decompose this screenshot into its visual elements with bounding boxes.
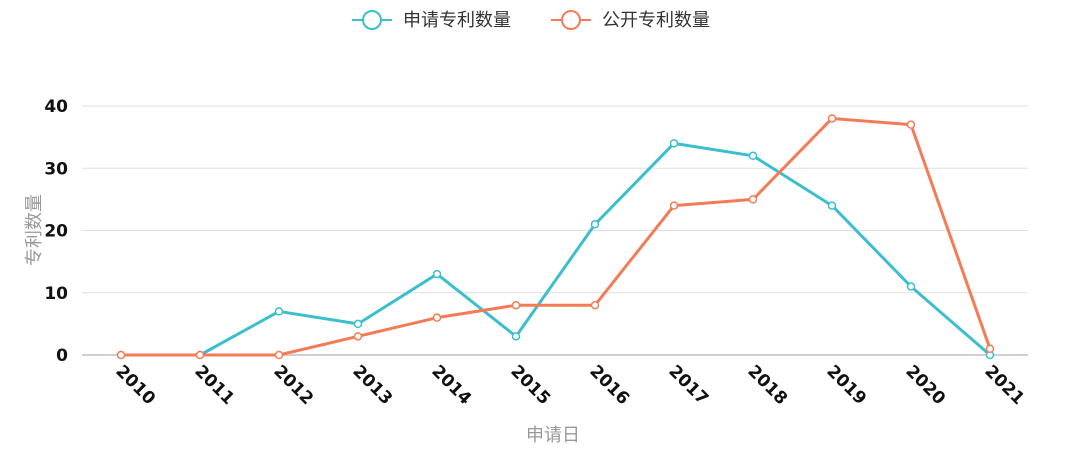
x-axis-ticks: 2010 2011 2012 2013 2014 2015 2016 2017 2018 2019… [111,361,1028,409]
data-point[interactable] [590,220,600,229]
data-point[interactable] [827,114,837,123]
data-point[interactable] [748,151,758,161]
x-tick-label: 2019 [822,361,870,409]
data-point[interactable] [827,201,837,210]
data-point[interactable] [511,332,521,341]
x-tick-label: 2021 [980,361,1028,409]
series-line [121,116,992,357]
data-point[interactable] [669,139,679,148]
series-1 [116,139,995,360]
legend-marker-icon [561,10,581,30]
legend: 申请专利数量 公开专利数量 [352,10,710,31]
series-2 [116,114,995,360]
y-tick-label: 10 [44,284,68,304]
x-tick-label: 2013 [348,361,396,409]
grid [82,105,1028,356]
y-axis-title: 专利数量 [24,194,45,266]
x-tick-label: 2014 [427,361,475,409]
x-tick-label: 2012 [269,361,317,409]
data-point[interactable] [906,282,916,291]
data-point[interactable] [195,350,205,360]
data-point[interactable] [432,269,442,279]
data-point[interactable] [116,350,126,360]
y-tick-label: 30 [44,159,68,179]
data-point[interactable] [985,344,995,354]
legend-label: 公开专利数量 [602,10,710,31]
y-tick-label: 0 [56,346,68,366]
series-line [121,141,991,357]
x-tick-label: 2016 [585,361,633,409]
legend-item[interactable]: 申请专利数量 [352,10,511,31]
y-axis-ticks: 0 10 20 30 40 [44,97,68,366]
x-tick-label: 2017 [664,361,712,409]
data-point[interactable] [353,319,363,329]
legend-marker-icon [362,10,382,30]
data-point[interactable] [432,313,442,322]
legend-item[interactable]: 公开专利数量 [551,10,710,31]
x-tick-label: 2020 [901,361,949,409]
legend-label: 申请专利数量 [403,10,511,31]
data-point[interactable] [274,350,284,360]
data-point[interactable] [274,307,284,316]
x-axis-title: 申请日 [526,425,580,446]
y-tick-label: 20 [44,222,68,242]
y-tick-label: 40 [44,97,68,117]
data-point[interactable] [669,201,679,210]
series-group [116,114,995,360]
data-point[interactable] [590,300,600,310]
data-point[interactable] [906,120,916,129]
x-tick-label: 2010 [111,361,159,409]
data-point[interactable] [353,332,363,341]
data-point[interactable] [748,195,758,204]
x-tick-label: 2018 [743,361,791,409]
x-tick-label: 2011 [190,361,238,409]
x-tick-label: 2015 [506,361,554,409]
data-point[interactable] [511,300,521,310]
